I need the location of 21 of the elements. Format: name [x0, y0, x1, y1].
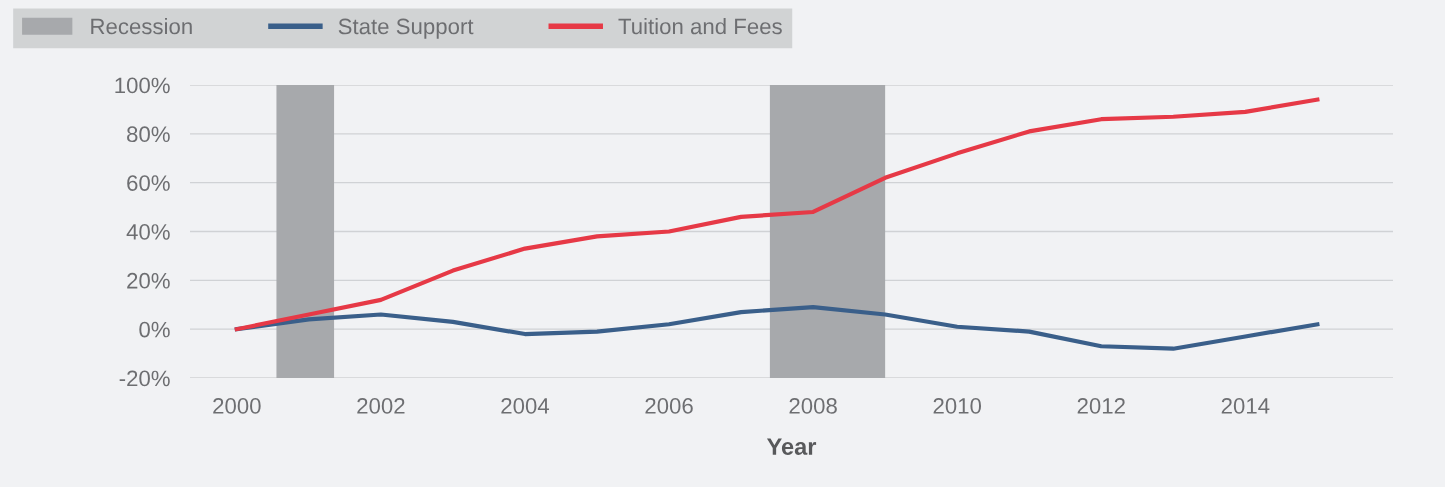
y-tick-label: 100%	[115, 77, 170, 94]
y-tick-label: 40%	[126, 224, 170, 240]
y-tick-label: -20%	[119, 370, 170, 387]
y-tick-label: 60%	[127, 175, 170, 191]
x-tick-label: 2012	[1077, 398, 1125, 414]
x-tick-label: 2004	[501, 398, 550, 414]
y-tick-label: 20%	[127, 272, 170, 289]
x-tick-label: 2008	[789, 398, 837, 414]
legend-label: State Support	[338, 18, 474, 39]
x-axis-title: Year	[766, 438, 817, 455]
line-series	[234, 305, 1320, 351]
line-series	[234, 97, 1320, 332]
x-tick-label: 2002	[357, 398, 405, 414]
legend-label: Recession	[91, 17, 192, 35]
x-tick-label: 2000	[213, 398, 261, 414]
legend-label: Tuition and Fees	[618, 17, 782, 35]
x-tick-label: 2010	[933, 398, 982, 414]
x-tick-label: 2006	[645, 398, 693, 414]
y-tick-label: 80%	[127, 126, 170, 143]
x-tick-label: 2014	[1221, 398, 1270, 414]
y-tick-label: 0%	[139, 321, 170, 338]
